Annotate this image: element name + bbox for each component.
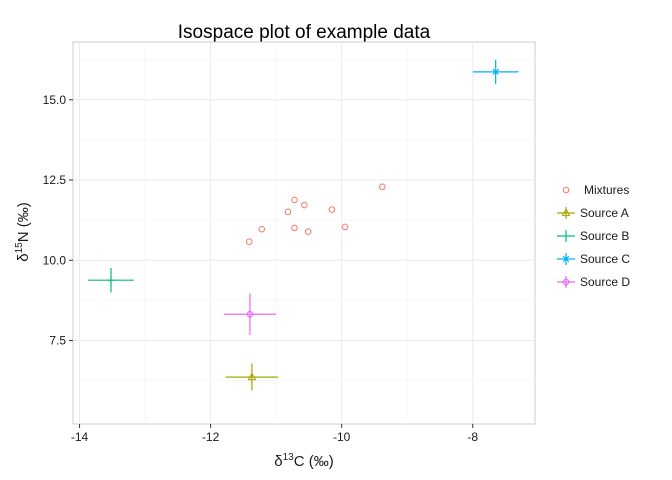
y-tick-label: 10.0 — [43, 253, 67, 267]
grid — [73, 42, 535, 424]
y-tick-label: 12.5 — [43, 173, 67, 187]
x-axis-title-prefix: δ — [274, 453, 282, 470]
legend-label: Source D — [580, 275, 630, 289]
legend-item: Source D — [557, 275, 630, 289]
legend-key-marker — [561, 277, 571, 287]
y-tick-label: 7.5 — [49, 334, 66, 348]
legend-label: Source C — [580, 252, 630, 266]
mixture-point — [258, 225, 266, 233]
plot-panel — [72, 41, 536, 425]
x-axis: -14 -12 -10 -8 — [71, 424, 478, 444]
y-axis-title-prefix: δ — [15, 253, 32, 261]
legend-key-marker — [562, 232, 570, 240]
x-axis-title: δ13C (‰) — [274, 452, 333, 470]
legend-label: Mixtures — [584, 183, 629, 197]
mixture-point — [304, 228, 312, 236]
legend-key-marker — [561, 208, 571, 217]
x-tick-label: -10 — [333, 430, 351, 444]
x-axis-title-rest: C (‰) — [294, 453, 334, 470]
source-point — [245, 309, 255, 319]
x-tick-label: -14 — [71, 430, 89, 444]
legend-label: Source A — [580, 206, 629, 220]
legend-key-marker — [562, 255, 570, 263]
legend: Mixtures Source A Source B Source C Source D — [557, 183, 630, 289]
mixture-point — [284, 208, 292, 216]
legend-item: Mixtures — [562, 183, 629, 197]
legend-item: Source A — [557, 206, 629, 220]
mixture-point — [291, 224, 298, 232]
source-source-d — [223, 293, 277, 336]
x-tick-label: -12 — [202, 430, 220, 444]
mixture-point — [245, 238, 253, 245]
y-tick-label: 15.0 — [43, 93, 67, 107]
legend-key-marker — [562, 186, 570, 194]
y-axis: 7.5 10.0 12.5 15.0 — [43, 93, 73, 348]
y-axis-title: δ15N (‰) — [14, 202, 32, 261]
mixture-point — [291, 196, 298, 204]
mixture-point — [328, 206, 336, 213]
chart-title: Isospace plot of example data — [178, 22, 431, 43]
source-source-a — [225, 363, 279, 391]
source-point — [107, 276, 115, 284]
y-axis-title-rest: N (‰) — [15, 202, 32, 242]
x-axis-title-superscript: 13 — [283, 452, 295, 463]
source-source-b — [88, 267, 134, 293]
y-axis-title-superscript: 15 — [14, 242, 25, 254]
legend-item: Source C — [557, 252, 630, 266]
legend-label: Source B — [580, 229, 629, 243]
mixture-point — [301, 201, 308, 209]
mixture-point — [379, 183, 386, 191]
source-point — [247, 372, 257, 381]
source-source-c — [472, 59, 519, 85]
mixture-point — [341, 223, 349, 231]
legend-item: Source B — [557, 229, 629, 243]
source-point — [492, 68, 499, 76]
data-layer — [88, 59, 519, 391]
x-tick-label: -8 — [467, 430, 478, 444]
